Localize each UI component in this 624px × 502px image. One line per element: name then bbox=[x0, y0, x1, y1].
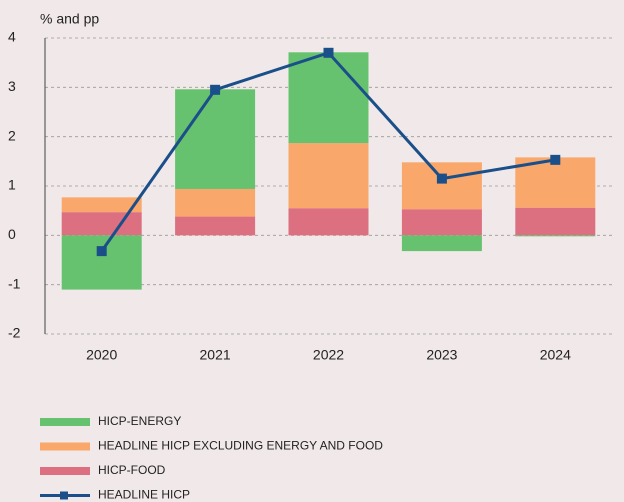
x-tick-label: 2022 bbox=[313, 347, 344, 363]
bar-segment bbox=[515, 207, 596, 236]
legend-label: HICP-ENERGY bbox=[98, 414, 181, 428]
legend-marker bbox=[60, 491, 68, 500]
bar-segment bbox=[61, 197, 142, 213]
bar-segment bbox=[515, 235, 596, 237]
legend-label: HEADLINE HICP bbox=[98, 488, 190, 502]
y-axis-label: % and pp bbox=[40, 11, 99, 27]
x-tick-label: 2023 bbox=[426, 347, 457, 363]
line-marker bbox=[550, 154, 561, 165]
bar-segment bbox=[401, 162, 482, 210]
bar-segment bbox=[288, 208, 369, 236]
y-tick-label: 2 bbox=[8, 127, 16, 143]
y-tick-label: 4 bbox=[8, 29, 16, 45]
bar-segment bbox=[288, 52, 369, 144]
bar-segment bbox=[288, 143, 369, 209]
legend-swatch bbox=[40, 467, 90, 475]
y-tick-label: 0 bbox=[8, 226, 16, 242]
x-tick-label: 2024 bbox=[540, 347, 571, 363]
legend-swatch bbox=[40, 418, 90, 426]
bar-segment bbox=[401, 235, 482, 252]
y-tick-label: -2 bbox=[8, 325, 21, 341]
line-marker bbox=[323, 47, 334, 58]
bar-segment bbox=[175, 216, 256, 236]
legend-label: HICP-FOOD bbox=[98, 463, 166, 477]
line-marker bbox=[436, 173, 447, 184]
line-marker bbox=[96, 246, 107, 257]
y-tick-label: -1 bbox=[8, 275, 21, 291]
y-tick-label: 1 bbox=[8, 177, 16, 193]
bar-segment bbox=[61, 235, 142, 290]
line-marker bbox=[210, 84, 221, 95]
x-tick-label: 2021 bbox=[200, 347, 231, 363]
bar-segment bbox=[175, 89, 256, 189]
legend-swatch bbox=[40, 442, 90, 451]
y-tick-label: 3 bbox=[8, 78, 16, 94]
x-tick-label: 2020 bbox=[86, 347, 117, 363]
legend-label: HEADLINE HICP EXCLUDING ENERGY AND FOOD bbox=[98, 439, 383, 453]
bar-segment bbox=[61, 212, 142, 236]
bar-segment bbox=[401, 209, 482, 236]
bar-segment bbox=[175, 188, 256, 217]
